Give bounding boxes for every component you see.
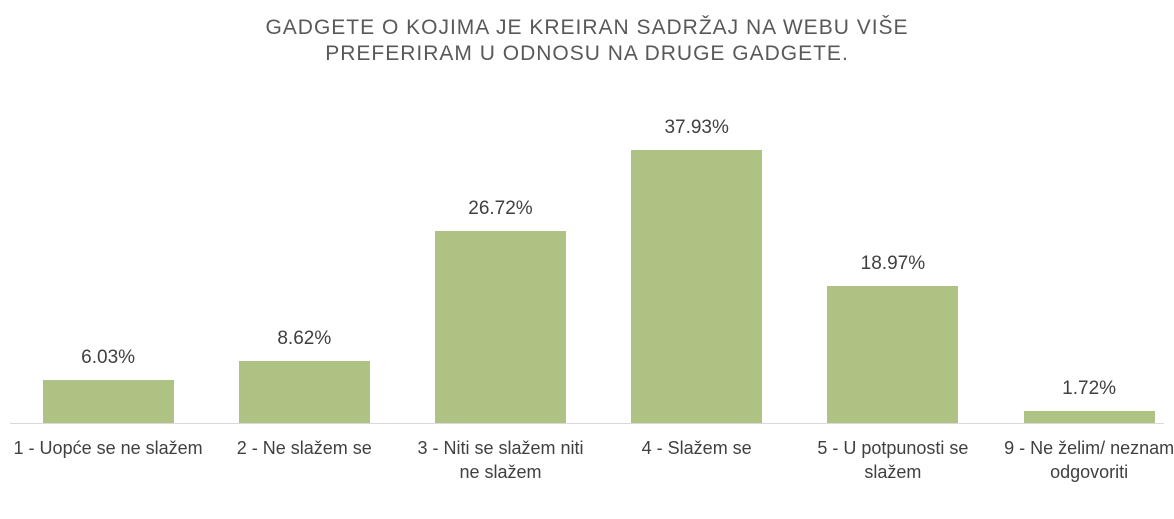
x-tick-label: 2 - Ne slažem se xyxy=(236,438,372,458)
x-tick-label: 9 - Ne želim/ neznam odgovoriti xyxy=(1004,438,1174,482)
x-tick-label: 4 - Slažem se xyxy=(641,438,752,458)
bar xyxy=(1023,410,1155,423)
bar xyxy=(435,230,566,423)
x-tick-label: 3 - Niti se slažem niti ne slažem xyxy=(417,438,584,482)
bar xyxy=(631,150,763,423)
bar xyxy=(827,286,959,423)
x-tick-label: 1 - Uopće se ne slažem xyxy=(13,438,203,458)
value-label: 37.93% xyxy=(664,117,729,138)
value-label: 26.72% xyxy=(468,197,533,219)
x-tick-label: 5 - U potpunosti se slažem xyxy=(817,438,969,482)
baseline xyxy=(10,423,1164,424)
bar xyxy=(42,379,174,423)
chart-title: GADGETE O KOJIMA JE KREIRAN SADRŽAJ NA W… xyxy=(265,16,909,39)
value-label: 18.97% xyxy=(860,253,926,275)
chart-title: PREFERIRAM U ODNOSU NA DRUGE GADGETE. xyxy=(325,42,849,65)
value-label: 6.03% xyxy=(81,346,136,368)
value-label: 1.72% xyxy=(1062,377,1117,399)
value-label: 8.62% xyxy=(277,327,332,349)
bar xyxy=(238,360,370,423)
